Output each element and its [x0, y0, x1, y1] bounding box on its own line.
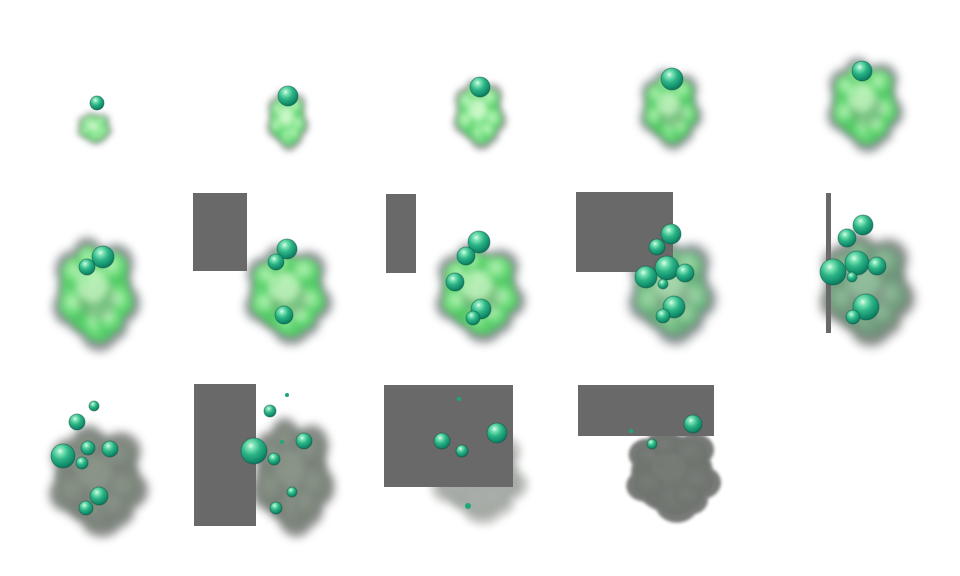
bubble [852, 293, 880, 321]
bubble [660, 223, 682, 245]
bubble [263, 404, 277, 418]
bubble [276, 238, 298, 260]
bubble [646, 438, 658, 450]
bubble [845, 309, 861, 325]
smoke-cloud [77, 112, 112, 145]
bubble [267, 253, 285, 271]
bubble [80, 440, 96, 456]
smoke-cloud [820, 232, 915, 347]
frame-r3c4 [578, 385, 721, 523]
bubble [819, 258, 847, 286]
frame-r1c4 [639, 67, 703, 151]
bubble [240, 437, 268, 465]
bubble [457, 397, 461, 401]
bubble [285, 393, 289, 397]
bubble [445, 272, 465, 292]
bubble [867, 256, 887, 276]
bubble [68, 413, 86, 431]
bubble [78, 258, 96, 276]
bubble [269, 501, 283, 515]
frame-r2c2 [193, 193, 333, 346]
bubble [101, 440, 119, 458]
bubble [660, 67, 684, 91]
bubble [465, 310, 481, 326]
bubble [683, 414, 703, 434]
bubble [675, 263, 695, 283]
bubble [433, 432, 451, 450]
bubble [280, 440, 284, 444]
frame-r1c3 [453, 76, 507, 151]
frame-r1c1 [77, 95, 112, 145]
bubble [654, 255, 680, 281]
bubble [88, 400, 100, 412]
bubble [89, 486, 109, 506]
frame-r3c1 [49, 400, 149, 538]
bubble [295, 432, 313, 450]
occluder-block [576, 192, 673, 272]
bubble [91, 245, 115, 269]
occluder-block [386, 194, 416, 273]
smoke-cloud [453, 79, 507, 151]
frame-r2c3 [386, 194, 526, 344]
bubble [89, 95, 105, 111]
bubble [852, 214, 874, 236]
bubble [837, 228, 857, 248]
bubble [78, 500, 94, 516]
smoke-cloud [639, 69, 703, 151]
bubble [486, 422, 508, 444]
bubble [465, 503, 471, 509]
bubble [286, 486, 298, 498]
bubble [846, 271, 858, 283]
bubble [655, 308, 671, 324]
bubble [274, 305, 294, 325]
bubble [469, 76, 491, 98]
bubble [851, 60, 873, 82]
frame-r1c2 [266, 85, 309, 152]
bubble [844, 250, 870, 276]
bubble [75, 456, 89, 470]
bubble [467, 230, 491, 254]
frame-r2c5 [819, 193, 915, 347]
smoke-cloud [244, 245, 333, 346]
smoke-cloud [435, 243, 526, 344]
smoke-cloud [266, 90, 309, 152]
bubble [657, 278, 669, 290]
smoke-cloud [251, 417, 336, 538]
frame-r2c1 [52, 237, 141, 352]
frame-r3c2 [194, 384, 336, 538]
bubble [634, 265, 658, 289]
bubble [456, 246, 476, 266]
bubble [648, 238, 666, 256]
bubble [455, 444, 469, 458]
bubble [277, 85, 299, 107]
frame-r3c3 [384, 385, 529, 525]
smoke-cloud [52, 237, 141, 352]
frame-r1c5 [827, 57, 904, 153]
bubble [629, 429, 633, 433]
smoke-cloud [626, 427, 721, 523]
occluder-block [193, 193, 247, 271]
frame-r2c4 [576, 192, 717, 345]
smoke-cloud [49, 425, 149, 538]
bubble [267, 452, 281, 466]
bubble [50, 443, 76, 469]
